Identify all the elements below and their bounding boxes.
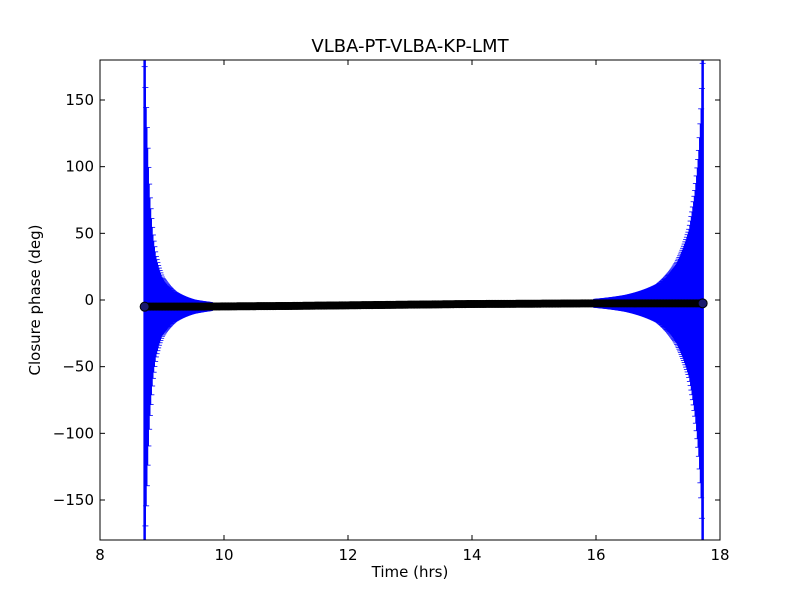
x-axis-label: Time (hrs) [371, 563, 449, 581]
data-point [139, 301, 150, 312]
x-tick-label: 14 [462, 546, 481, 564]
plot-content [139, 60, 708, 540]
y-axis-label: Closure phase (deg) [26, 225, 44, 376]
x-tick-label: 12 [338, 546, 357, 564]
data-points [139, 298, 708, 312]
x-tick-label: 8 [95, 546, 105, 564]
y-axis-ticks: −150 −100 −50 0 50 100 150 [53, 91, 720, 509]
y-tick-label: −50 [62, 358, 94, 376]
y-tick-label: 50 [75, 224, 94, 242]
x-tick-label: 10 [214, 546, 233, 564]
x-tick-label: 18 [710, 546, 729, 564]
x-axis-ticks: 8 10 12 14 16 18 [95, 60, 730, 564]
y-tick-label: −150 [53, 491, 94, 509]
x-tick-label: 16 [586, 546, 605, 564]
y-tick-label: 0 [84, 291, 94, 309]
data-point [697, 298, 708, 309]
y-tick-label: −100 [53, 424, 94, 442]
chart-title: VLBA-PT-VLBA-KP-LMT [311, 36, 509, 57]
y-tick-label: 150 [65, 91, 94, 109]
y-tick-label: 100 [65, 158, 94, 176]
